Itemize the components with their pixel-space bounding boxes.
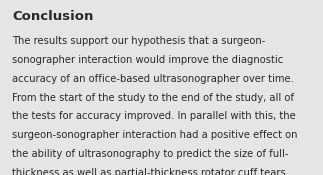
- Text: the ability of ultrasonography to predict the size of full-: the ability of ultrasonography to predic…: [12, 149, 289, 159]
- Text: Conclusion: Conclusion: [12, 10, 94, 23]
- Text: surgeon-sonographer interaction had a positive effect on: surgeon-sonographer interaction had a po…: [12, 130, 298, 140]
- Text: sonographer interaction would improve the diagnostic: sonographer interaction would improve th…: [12, 55, 284, 65]
- Text: thickness as well as partial-thickness rotator cuff tears.: thickness as well as partial-thickness r…: [12, 168, 289, 175]
- Text: The results support our hypothesis that a surgeon-: The results support our hypothesis that …: [12, 36, 266, 46]
- Text: accuracy of an office-based ultrasonographer over time.: accuracy of an office-based ultrasonogra…: [12, 74, 294, 84]
- Text: the tests for accuracy improved. In parallel with this, the: the tests for accuracy improved. In para…: [12, 111, 296, 121]
- Text: From the start of the study to the end of the study, all of: From the start of the study to the end o…: [12, 93, 294, 103]
